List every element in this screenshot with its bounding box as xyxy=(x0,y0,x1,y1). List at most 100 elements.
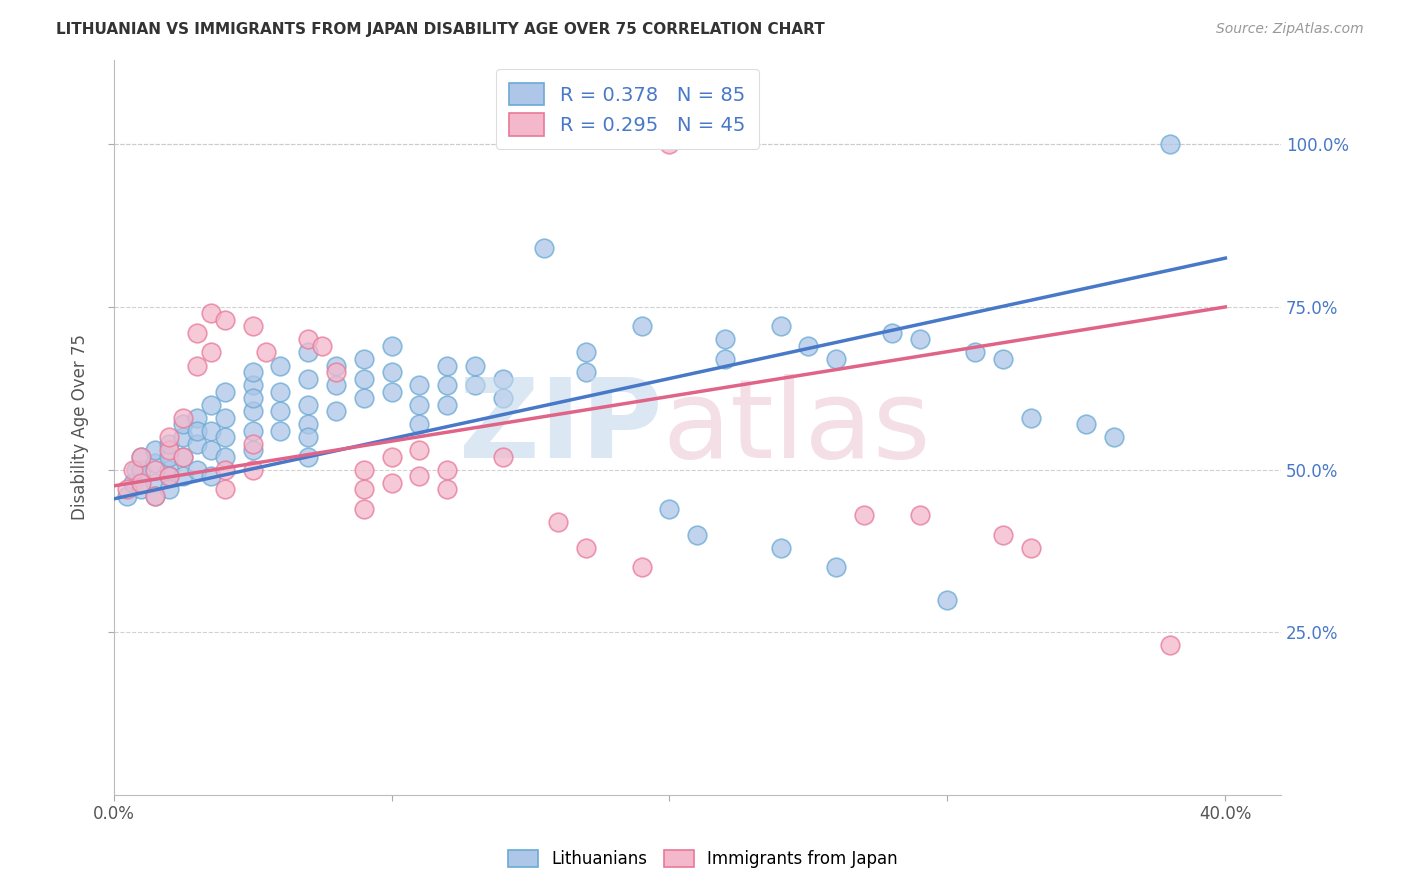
Point xyxy=(353,482,375,496)
Point xyxy=(131,482,153,496)
Point xyxy=(186,436,208,450)
Point xyxy=(297,371,319,385)
Point xyxy=(686,527,709,541)
Point xyxy=(492,391,515,405)
Point xyxy=(325,378,347,392)
Point xyxy=(200,469,222,483)
Point xyxy=(242,319,264,334)
Point xyxy=(157,430,180,444)
Point xyxy=(436,378,458,392)
Point xyxy=(353,371,375,385)
Point xyxy=(630,319,652,334)
Point xyxy=(157,450,180,464)
Point xyxy=(936,592,959,607)
Point xyxy=(186,326,208,340)
Point xyxy=(172,450,194,464)
Point xyxy=(575,365,598,379)
Point xyxy=(186,359,208,373)
Point xyxy=(214,313,236,327)
Point xyxy=(214,430,236,444)
Point xyxy=(991,351,1014,366)
Point xyxy=(533,241,555,255)
Point xyxy=(214,384,236,399)
Point xyxy=(408,469,430,483)
Point xyxy=(325,404,347,418)
Text: atlas: atlas xyxy=(662,374,931,481)
Point xyxy=(157,469,180,483)
Point xyxy=(325,359,347,373)
Point xyxy=(143,456,166,470)
Point xyxy=(157,462,180,476)
Y-axis label: Disability Age Over 75: Disability Age Over 75 xyxy=(72,334,89,520)
Point xyxy=(965,345,987,359)
Point xyxy=(200,443,222,458)
Point xyxy=(492,450,515,464)
Point xyxy=(186,410,208,425)
Point xyxy=(353,391,375,405)
Point xyxy=(436,359,458,373)
Point xyxy=(1102,430,1125,444)
Point xyxy=(714,351,737,366)
Point xyxy=(214,462,236,476)
Point xyxy=(117,482,139,496)
Point xyxy=(242,391,264,405)
Point xyxy=(436,398,458,412)
Point xyxy=(1019,410,1042,425)
Legend: R = 0.378   N = 85, R = 0.295   N = 45: R = 0.378 N = 85, R = 0.295 N = 45 xyxy=(496,70,759,149)
Point xyxy=(269,424,291,438)
Point xyxy=(297,417,319,431)
Point xyxy=(325,365,347,379)
Point xyxy=(172,430,194,444)
Point xyxy=(157,482,180,496)
Point xyxy=(297,430,319,444)
Point xyxy=(575,541,598,555)
Point xyxy=(242,365,264,379)
Point xyxy=(242,378,264,392)
Point xyxy=(492,371,515,385)
Point xyxy=(769,541,792,555)
Point xyxy=(297,398,319,412)
Point xyxy=(200,398,222,412)
Point xyxy=(630,560,652,574)
Point xyxy=(122,462,145,476)
Point xyxy=(214,482,236,496)
Point xyxy=(408,378,430,392)
Point xyxy=(991,527,1014,541)
Point xyxy=(143,489,166,503)
Point xyxy=(311,339,333,353)
Point xyxy=(353,351,375,366)
Point xyxy=(186,424,208,438)
Point xyxy=(353,501,375,516)
Point xyxy=(214,450,236,464)
Point xyxy=(122,475,145,490)
Point xyxy=(769,319,792,334)
Point xyxy=(157,436,180,450)
Point xyxy=(131,462,153,476)
Point xyxy=(117,489,139,503)
Point xyxy=(380,339,402,353)
Point xyxy=(125,462,148,476)
Point xyxy=(797,339,820,353)
Point xyxy=(380,475,402,490)
Point xyxy=(714,333,737,347)
Point xyxy=(200,345,222,359)
Point xyxy=(297,450,319,464)
Point xyxy=(172,410,194,425)
Point xyxy=(408,417,430,431)
Point xyxy=(908,333,931,347)
Point xyxy=(269,384,291,399)
Point xyxy=(269,404,291,418)
Point xyxy=(1019,541,1042,555)
Point xyxy=(242,404,264,418)
Point xyxy=(408,443,430,458)
Point xyxy=(186,462,208,476)
Point xyxy=(297,333,319,347)
Point xyxy=(157,469,180,483)
Point xyxy=(464,359,486,373)
Point xyxy=(658,137,681,152)
Point xyxy=(131,450,153,464)
Point xyxy=(1159,137,1181,152)
Point xyxy=(172,417,194,431)
Point xyxy=(408,398,430,412)
Point xyxy=(1159,639,1181,653)
